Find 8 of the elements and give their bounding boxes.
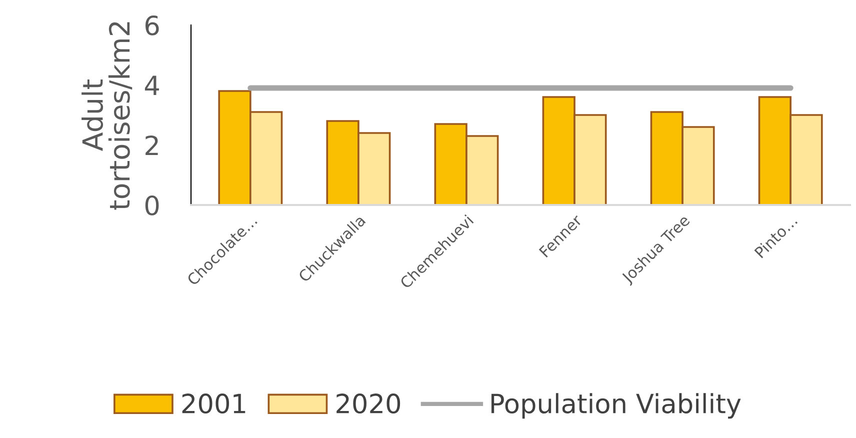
legend-label: Population Viability (491, 393, 741, 419)
y-axis-title: Adult tortoises/km2 (82, 22, 132, 210)
legend-label: 2020 (336, 394, 400, 414)
legend-label: 2001 (182, 394, 246, 414)
y-tick-label: 2 (146, 135, 158, 156)
y-tick-label: 6 (146, 15, 159, 36)
y-tick-label: 0 (145, 195, 159, 216)
y-tick-label: 4 (144, 76, 159, 96)
